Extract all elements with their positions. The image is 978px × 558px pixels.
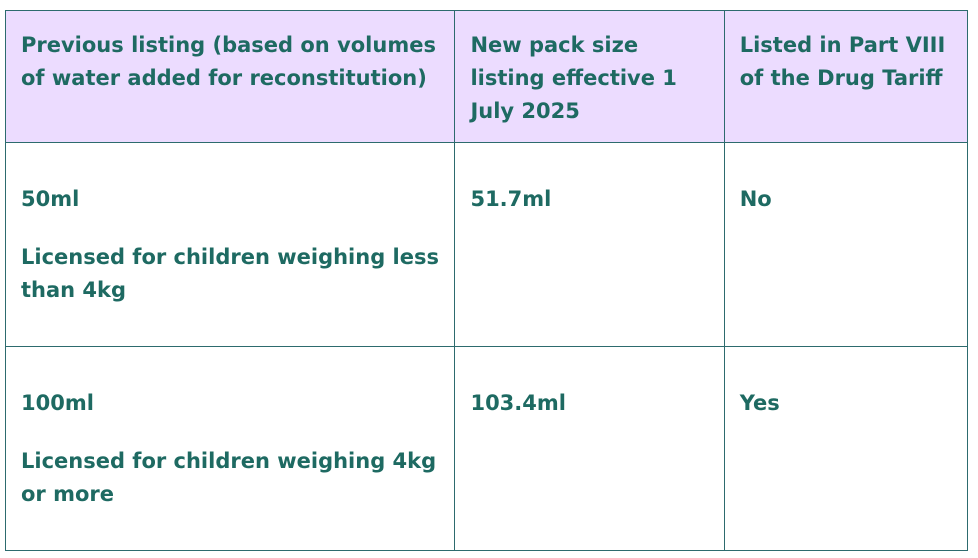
cell-listed-part-viii: Yes (723, 346, 969, 551)
table-row: 50ml Licensed for children weighing less… (4, 142, 969, 347)
previous-volume: 100ml (21, 391, 94, 415)
table-row: 100ml Licensed for children weighing 4kg… (4, 346, 969, 551)
drug-tariff-table: Previous listing (based on volumes of wa… (4, 10, 969, 551)
cell-previous-listing: 50ml Licensed for children weighing less… (4, 142, 456, 347)
table-header-row: Previous listing (based on volumes of wa… (4, 10, 969, 143)
cell-new-pack-size: 51.7ml (454, 142, 725, 347)
cell-new-pack-size: 103.4ml (454, 346, 725, 551)
header-new-pack-size: New pack size listing effective 1 July 2… (454, 10, 725, 143)
header-previous-listing: Previous listing (based on volumes of wa… (4, 10, 456, 143)
previous-license-note: Licensed for children weighing less than… (21, 245, 439, 302)
previous-license-note: Licensed for children weighing 4kg or mo… (21, 449, 437, 506)
cell-previous-listing: 100ml Licensed for children weighing 4kg… (4, 346, 456, 551)
cell-listed-part-viii: No (723, 142, 969, 347)
previous-volume: 50ml (21, 187, 80, 211)
header-listed-part-viii: Listed in Part VIII of the Drug Tariff (723, 10, 969, 143)
